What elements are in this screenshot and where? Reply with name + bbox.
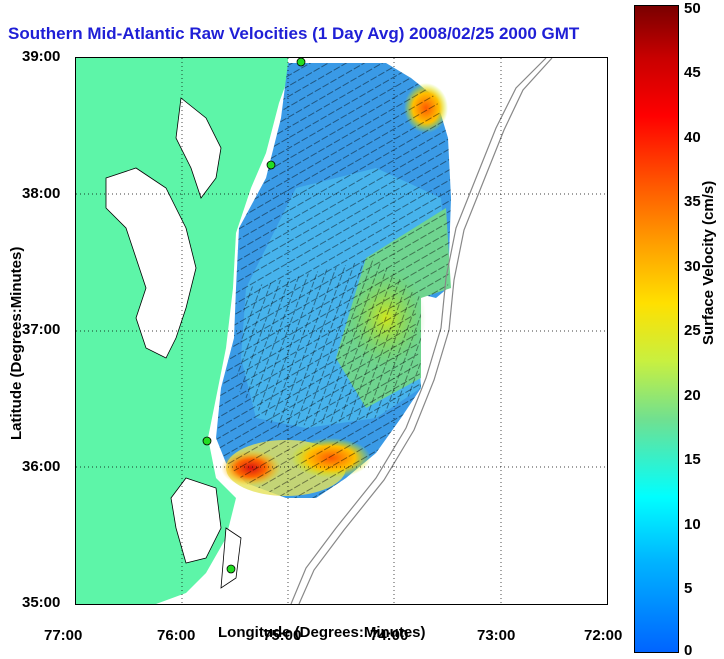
y-tick-label: 35:00 xyxy=(22,594,61,611)
colorbar-tick-label: 40 xyxy=(684,129,701,146)
station-marker xyxy=(202,436,212,446)
colorbar-tick-label: 25 xyxy=(684,322,701,339)
x-tick-label: 76:00 xyxy=(157,627,196,644)
y-axis-label: Latitude (Degrees:Minutes) xyxy=(8,246,25,440)
x-tick-label: 72:00 xyxy=(584,627,623,644)
y-tick-label: 37:00 xyxy=(22,321,61,338)
radar-stations xyxy=(202,58,306,574)
colorbar-label: Surface Velocity (cm/s) xyxy=(700,180,717,345)
colorbar-tick-label: 50 xyxy=(684,0,701,17)
bathymetry-contours xyxy=(290,58,553,604)
map-svg xyxy=(76,58,607,604)
station-marker xyxy=(226,564,236,574)
station-marker xyxy=(296,58,306,67)
y-tick-label: 36:00 xyxy=(22,458,61,475)
colorbar-tick-label: 45 xyxy=(684,64,701,81)
station-marker xyxy=(266,160,276,170)
x-axis-label: Longitude (Degrees:Minutes) xyxy=(218,624,426,641)
x-tick-label: 73:00 xyxy=(477,627,516,644)
x-tick-label: 77:00 xyxy=(44,627,83,644)
colorbar-tick-label: 10 xyxy=(684,516,701,533)
map-plot-area[interactable] xyxy=(75,57,608,605)
colorbar xyxy=(634,5,679,653)
colorbar-tick-label: 30 xyxy=(684,258,701,275)
lat-lon-grid xyxy=(76,58,607,604)
colorbar-tick-label: 15 xyxy=(684,451,701,468)
velocity-field xyxy=(216,63,451,498)
colorbar-tick-label: 5 xyxy=(684,580,693,597)
colorbar-tick-label: 0 xyxy=(684,642,693,659)
y-tick-label: 39:00 xyxy=(22,48,61,65)
y-tick-label: 38:00 xyxy=(22,185,61,202)
colorbar-tick-label: 20 xyxy=(684,387,701,404)
x-tick-label: 74:00 xyxy=(370,627,409,644)
x-tick-label: 75:00 xyxy=(263,627,302,644)
colorbar-tick-label: 35 xyxy=(684,193,701,210)
map-title: Southern Mid-Atlantic Raw Velocities (1 … xyxy=(8,24,580,43)
